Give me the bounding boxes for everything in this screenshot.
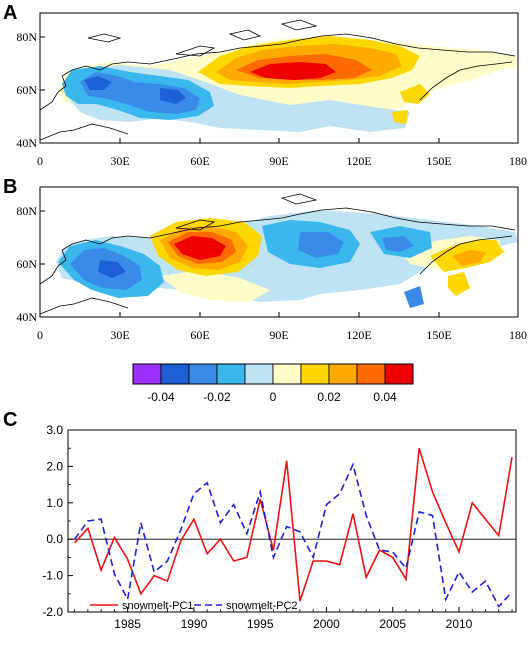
colorbar-box	[300, 363, 330, 385]
legend: snowmelt-PC1 snowmelt-PC2	[90, 600, 298, 612]
panel-b-ytick-label: 40N	[16, 310, 37, 324]
panel-b-xtick-label: 120E	[346, 328, 371, 342]
panel-a-xtick-label: 180	[509, 154, 527, 168]
panel-a-xtick-label: 120E	[346, 154, 371, 168]
colorbar-label: -0.02	[203, 390, 231, 404]
panel-b-map	[40, 193, 518, 315]
y-tick-label: -1.0	[42, 569, 63, 583]
panel-a: A 0 30E	[3, 2, 527, 168]
panel-b-coastline	[40, 193, 516, 315]
colorbar-box	[328, 363, 358, 385]
y-tick-label: 2.0	[46, 459, 63, 473]
panel-b-xtick-label: 30E	[110, 328, 129, 342]
panel-b-pos-east-orange	[452, 250, 486, 266]
x-tick-label: 1985	[114, 617, 141, 631]
panel-b-neg-east-patch	[404, 286, 424, 308]
legend-label-pc1: snowmelt-PC1	[122, 600, 194, 612]
colorbar-frame	[132, 363, 414, 385]
panel-c: C 1985 1990 1995 2000 2005 2010 3.0 2.0 1.0 0.0 -…	[3, 409, 517, 631]
colorbar-label: 0.04	[373, 390, 397, 404]
colorbar-label: 0	[270, 390, 277, 404]
y-tick-label: -2.0	[42, 605, 63, 619]
x-tick-label: 2010	[446, 617, 473, 631]
panel-b-ytick-label: 60N	[16, 257, 37, 271]
panel-a-label: A	[3, 2, 17, 24]
series-line-pc1	[74, 447, 513, 602]
panel-a-xtick-label: 90E	[269, 154, 288, 168]
colorbar-label: -0.04	[147, 390, 175, 404]
series-line-pc2	[73, 462, 513, 608]
y-tick-label: 1.0	[46, 496, 63, 510]
panel-a-map	[40, 19, 518, 141]
x-tick-label: 2000	[313, 617, 340, 631]
panel-b-neg-center-core	[298, 232, 414, 258]
panel-a-coastline	[40, 19, 516, 141]
x-tick-label: 2005	[379, 617, 406, 631]
colorbar-box	[188, 363, 218, 385]
panel-b-xtick-label: 180	[509, 328, 527, 342]
colorbar: -0.04 -0.02 0 0.02 0.04	[132, 363, 414, 404]
y-tick-label: 0.0	[46, 532, 63, 546]
colorbar-label: 0.02	[317, 390, 341, 404]
colorbar-box	[216, 363, 246, 385]
panel-b-xtick-label: 60E	[190, 328, 209, 342]
colorbar-box	[272, 363, 302, 385]
panel-a-xtick-label: 30E	[110, 154, 129, 168]
panel-b-xtick-label: 0	[37, 328, 43, 342]
panel-b-yticks	[40, 210, 45, 318]
colorbar-box	[384, 363, 414, 385]
panel-b-pos-east	[430, 240, 504, 296]
panel-a-pos-patch-east	[392, 84, 430, 124]
x-tick-label: 1995	[247, 617, 274, 631]
panel-a-xticks	[39, 138, 519, 143]
panel-b-xtick-label: 90E	[269, 328, 288, 342]
panel-c-label: C	[3, 409, 17, 431]
panel-a-neg-core2	[84, 76, 186, 104]
colorbar-box	[132, 363, 162, 385]
panel-b-xtick-label: 150E	[426, 328, 451, 342]
colorbar-box	[160, 363, 190, 385]
panel-a-pos-red	[250, 62, 336, 80]
panel-a-ytick-label: 40N	[16, 136, 37, 150]
panel-a-xtick-label: 0	[37, 154, 43, 168]
panel-a-xtick-label: 150E	[426, 154, 451, 168]
panel-a-xtick-label: 60E	[190, 154, 209, 168]
panel-a-ytick-label: 80N	[16, 30, 37, 44]
y-tick-label: 3.0	[46, 423, 63, 437]
panel-b-ytick-label: 80N	[16, 204, 37, 218]
x-tick-label: 1990	[181, 617, 208, 631]
panel-b-pos-red	[174, 236, 226, 260]
panel-a-yticks	[40, 36, 45, 144]
panel-b-label: B	[3, 176, 17, 198]
panel-b-neg-core2	[98, 260, 126, 278]
panel-b: B	[3, 176, 527, 342]
colorbar-box	[244, 363, 274, 385]
legend-label-pc2: snowmelt-PC2	[226, 600, 298, 612]
panel-b-xticks	[39, 312, 519, 317]
panel-a-ytick-label: 60N	[16, 83, 37, 97]
colorbar-box	[356, 363, 386, 385]
